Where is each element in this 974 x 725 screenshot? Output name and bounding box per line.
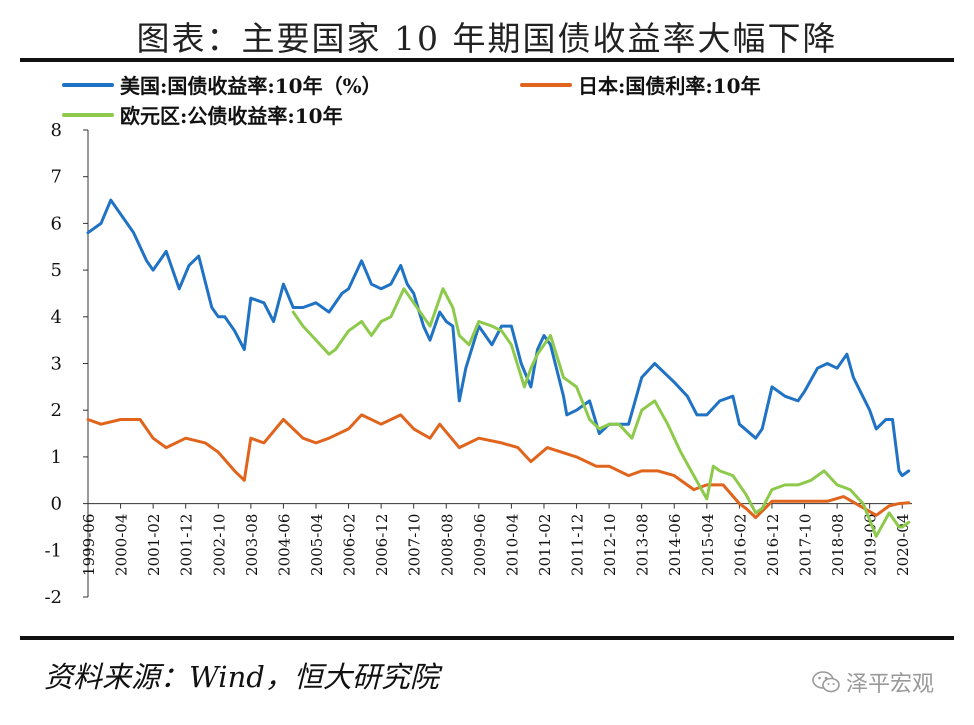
y-tick-label: 7 (51, 167, 62, 188)
legend-us: 美国:国债收益率:10年（%） (62, 70, 382, 99)
bottom-rule (20, 636, 954, 640)
legend-us-swatch (62, 82, 114, 87)
x-tick-label: 2005-04 (308, 514, 326, 576)
x-tick-label: 2016-12 (764, 514, 782, 576)
wechat-icon (812, 671, 840, 693)
x-tick-label: 2010-04 (503, 514, 521, 576)
x-tick-label: 2007-10 (406, 514, 424, 576)
watermark-label: 泽平宏观 (846, 672, 935, 697)
y-tick-label: 5 (51, 260, 62, 281)
legend-jp-swatch (520, 82, 572, 87)
x-tick-label: 2008-08 (438, 514, 456, 576)
x-tick-label: 2001-12 (178, 514, 196, 576)
legend-us-label: 美国:国债收益率:10年（%） (120, 74, 382, 98)
legend-eu-swatch (62, 112, 114, 117)
x-tick-label: 1999-06 (80, 514, 98, 576)
x-tick-label: 2012-10 (601, 514, 619, 576)
top-rule (20, 58, 954, 62)
series-jp-line (86, 413, 911, 520)
y-tick-label: 0 (51, 494, 62, 515)
watermark: 泽平宏观 (812, 666, 934, 698)
x-tick-label: 2020-04 (894, 514, 912, 576)
series-eu-line (291, 287, 911, 538)
series-us-line (86, 198, 911, 478)
legend-eu: 欧元区:公债收益率:10年 (62, 100, 343, 129)
legend-eu-label: 欧元区:公债收益率:10年 (120, 104, 343, 128)
x-tick-label: 2017-10 (797, 514, 815, 576)
x-tick-label: 2006-12 (373, 514, 391, 576)
x-tick-label: 2019-06 (862, 514, 880, 576)
x-tick-label: 2002-10 (210, 514, 228, 576)
x-tick-label: 2018-08 (829, 514, 847, 576)
x-tick-label: 2004-06 (275, 514, 293, 576)
x-tick-label: 2011-02 (536, 514, 554, 576)
x-tick-label: 2011-12 (569, 514, 587, 576)
source-note: 资料来源：Wind，恒大研究院 (44, 660, 439, 694)
y-tick-label: 6 (51, 213, 62, 234)
y-tick-label: -2 (44, 587, 62, 608)
y-tick-label: 3 (51, 354, 62, 375)
y-tick-label: 4 (51, 307, 62, 328)
legend-jp: 日本:国债利率:10年 (520, 70, 761, 99)
y-tick-label: 1 (51, 447, 62, 468)
chart-title: 图表：主要国家 10 年期国债收益率大幅下降 (136, 19, 838, 58)
x-tick-label: 2013-08 (634, 514, 652, 576)
x-tick-label: 2009-06 (471, 514, 489, 576)
x-tick-label: 2016-02 (731, 514, 749, 576)
x-tick-label: 2014-06 (666, 514, 684, 576)
y-tick-label: 2 (51, 400, 62, 421)
x-tick-label: 2015-04 (699, 514, 717, 576)
x-tick-label: 2006-02 (341, 514, 359, 576)
x-tick-label: 2003-08 (243, 514, 261, 576)
y-tick-label: 8 (51, 120, 62, 141)
x-tick-label: 2000-04 (113, 514, 131, 576)
x-tick-label: 2001-02 (145, 514, 163, 576)
y-tick-label: -1 (44, 540, 62, 561)
legend-jp-label: 日本:国债利率:10年 (578, 74, 761, 98)
